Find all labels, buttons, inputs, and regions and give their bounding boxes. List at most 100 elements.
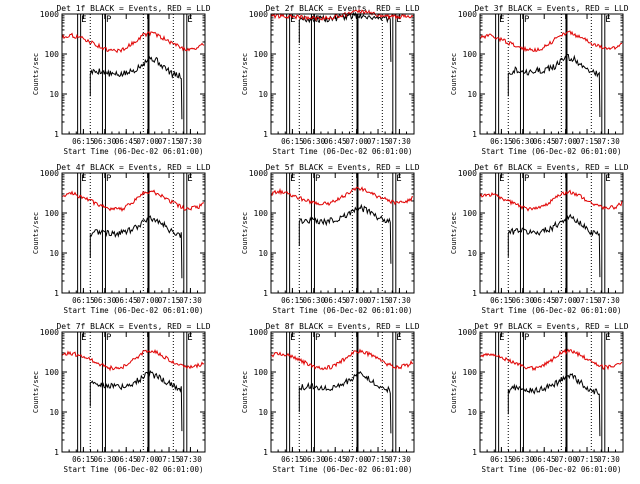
marker-label-e: E <box>605 333 610 343</box>
series-events-line <box>298 370 392 434</box>
x-tick-label: 07:30 <box>179 137 202 146</box>
x-axis-label: Start Time (06-Dec-02 06:01:00) <box>273 465 413 474</box>
x-tick-label: 06:45 <box>324 296 347 305</box>
x-tick-label: 07:00 <box>136 296 159 305</box>
x-tick-label: 06:45 <box>533 296 556 305</box>
series-lld-line <box>270 186 413 207</box>
y-tick-label: 1000 <box>249 328 268 337</box>
plot-frame <box>270 13 415 135</box>
y-axis-label: Counts/sec <box>32 371 40 413</box>
x-tick-label: 07:30 <box>597 455 620 464</box>
y-tick-label: 100 <box>463 209 478 218</box>
y-tick-label: 10 <box>258 90 268 99</box>
y-tick-label: 10 <box>49 408 59 417</box>
x-tick-label: 07:00 <box>136 137 159 146</box>
panel-title: Det 4f BLACK = Events, RED = LLD <box>56 163 210 172</box>
y-tick-label: 1 <box>54 448 59 457</box>
panel-det-5: Det 5f BLACK = Events, RED = LLD 1 10 100 10… <box>241 163 420 315</box>
y-tick-label: 100 <box>45 209 60 218</box>
plot-frame <box>479 172 624 294</box>
series-events-line <box>89 55 183 120</box>
y-axis-label: Counts/sec <box>241 53 249 95</box>
x-tick-label: 06:45 <box>324 137 347 146</box>
y-axis-label: Counts/sec <box>450 212 458 254</box>
marker-label-e: E <box>187 174 192 184</box>
x-tick-label: 06:15 <box>72 455 95 464</box>
panel-title: Det 7f BLACK = Events, RED = LLD <box>56 322 210 331</box>
x-tick-label: 06:30 <box>512 137 535 146</box>
marker-label-e: E <box>290 174 295 184</box>
series-lld-line <box>61 31 205 54</box>
y-tick-label: 100 <box>254 209 269 218</box>
panel-det-6: Det 6f BLACK = Events, RED = LLD 1 10 100 10… <box>450 163 629 315</box>
x-tick-label: 07:00 <box>554 296 577 305</box>
panel-det-1: Det 1f BLACK = Events, RED = LLD 1 10 100 10… <box>32 4 211 156</box>
y-axis-label: Counts/sec <box>450 53 458 95</box>
x-tick-label: 07:00 <box>345 455 368 464</box>
series-lld-line <box>479 348 623 372</box>
y-tick-label: 1 <box>472 448 477 457</box>
panel-det-4: Det 4f BLACK = Events, RED = LLD 1 10 100 10… <box>32 163 211 315</box>
x-tick-label: 06:15 <box>281 455 304 464</box>
series-events-line <box>507 372 601 437</box>
panel-det-8: Det 8f BLACK = Events, RED = LLD 1 10 100 10… <box>241 322 420 474</box>
x-tick-label: 06:45 <box>533 137 556 146</box>
x-tick-label: 07:00 <box>345 296 368 305</box>
marker-label-e: E <box>396 15 401 25</box>
y-tick-label: 1000 <box>40 169 59 178</box>
x-tick-label: 07:00 <box>345 137 368 146</box>
x-tick-label: 06:15 <box>490 455 513 464</box>
y-tick-label: 10 <box>467 90 477 99</box>
y-tick-label: 10 <box>467 408 477 417</box>
x-tick-label: 07:15 <box>576 137 599 146</box>
series-lld-line <box>270 348 414 371</box>
y-tick-label: 1 <box>472 289 477 298</box>
marker-label-e: E <box>81 15 86 25</box>
x-tick-label: 07:15 <box>576 455 599 464</box>
x-tick-label: 07:30 <box>597 137 620 146</box>
y-axis-label: Counts/sec <box>241 212 249 254</box>
panel-det-2: Det 2f BLACK = Events, RED = LLD 1 10 100 10… <box>241 4 420 156</box>
y-tick-label: 1 <box>472 130 477 139</box>
x-tick-label: 07:00 <box>136 455 159 464</box>
x-axis-label: Start Time (06-Dec-02 06:01:00) <box>273 306 413 315</box>
marker-label-p: P <box>315 333 321 343</box>
panel-title: Det 2f BLACK = Events, RED = LLD <box>265 4 419 13</box>
marker-label-e: E <box>81 333 86 343</box>
x-tick-label: 07:15 <box>367 296 390 305</box>
panel-title: Det 1f BLACK = Events, RED = LLD <box>56 4 210 13</box>
y-tick-label: 100 <box>254 368 269 377</box>
x-tick-label: 06:45 <box>324 455 347 464</box>
plot-frame <box>479 13 624 135</box>
x-tick-label: 07:00 <box>554 455 577 464</box>
x-tick-label: 07:30 <box>597 296 620 305</box>
x-tick-label: 07:30 <box>179 455 202 464</box>
x-axis-label: Start Time (06-Dec-02 06:01:00) <box>482 465 622 474</box>
y-tick-label: 10 <box>258 408 268 417</box>
marker-label-e: E <box>187 15 192 25</box>
marker-label-e: E <box>396 174 401 184</box>
series-events-line <box>507 54 601 118</box>
marker-label-p: P <box>524 174 530 184</box>
x-tick-label: 07:15 <box>158 296 181 305</box>
x-tick-label: 07:00 <box>554 137 577 146</box>
y-tick-label: 1000 <box>249 10 268 19</box>
y-tick-label: 100 <box>463 50 478 59</box>
plot-frame <box>61 13 206 135</box>
series-events-line <box>298 203 392 264</box>
x-tick-label: 06:30 <box>94 137 117 146</box>
marker-label-e: E <box>499 15 504 25</box>
plot-frame <box>479 331 624 453</box>
x-tick-label: 06:15 <box>490 137 513 146</box>
y-tick-label: 10 <box>49 90 59 99</box>
y-tick-label: 1 <box>263 289 268 298</box>
x-tick-label: 07:30 <box>388 296 411 305</box>
x-tick-label: 07:30 <box>388 137 411 146</box>
marker-label-e: E <box>605 174 610 184</box>
y-tick-label: 1000 <box>40 10 59 19</box>
x-tick-label: 06:30 <box>94 296 117 305</box>
plot-frame <box>270 331 415 453</box>
marker-label-p: P <box>315 174 321 184</box>
series-events-line <box>298 11 392 62</box>
